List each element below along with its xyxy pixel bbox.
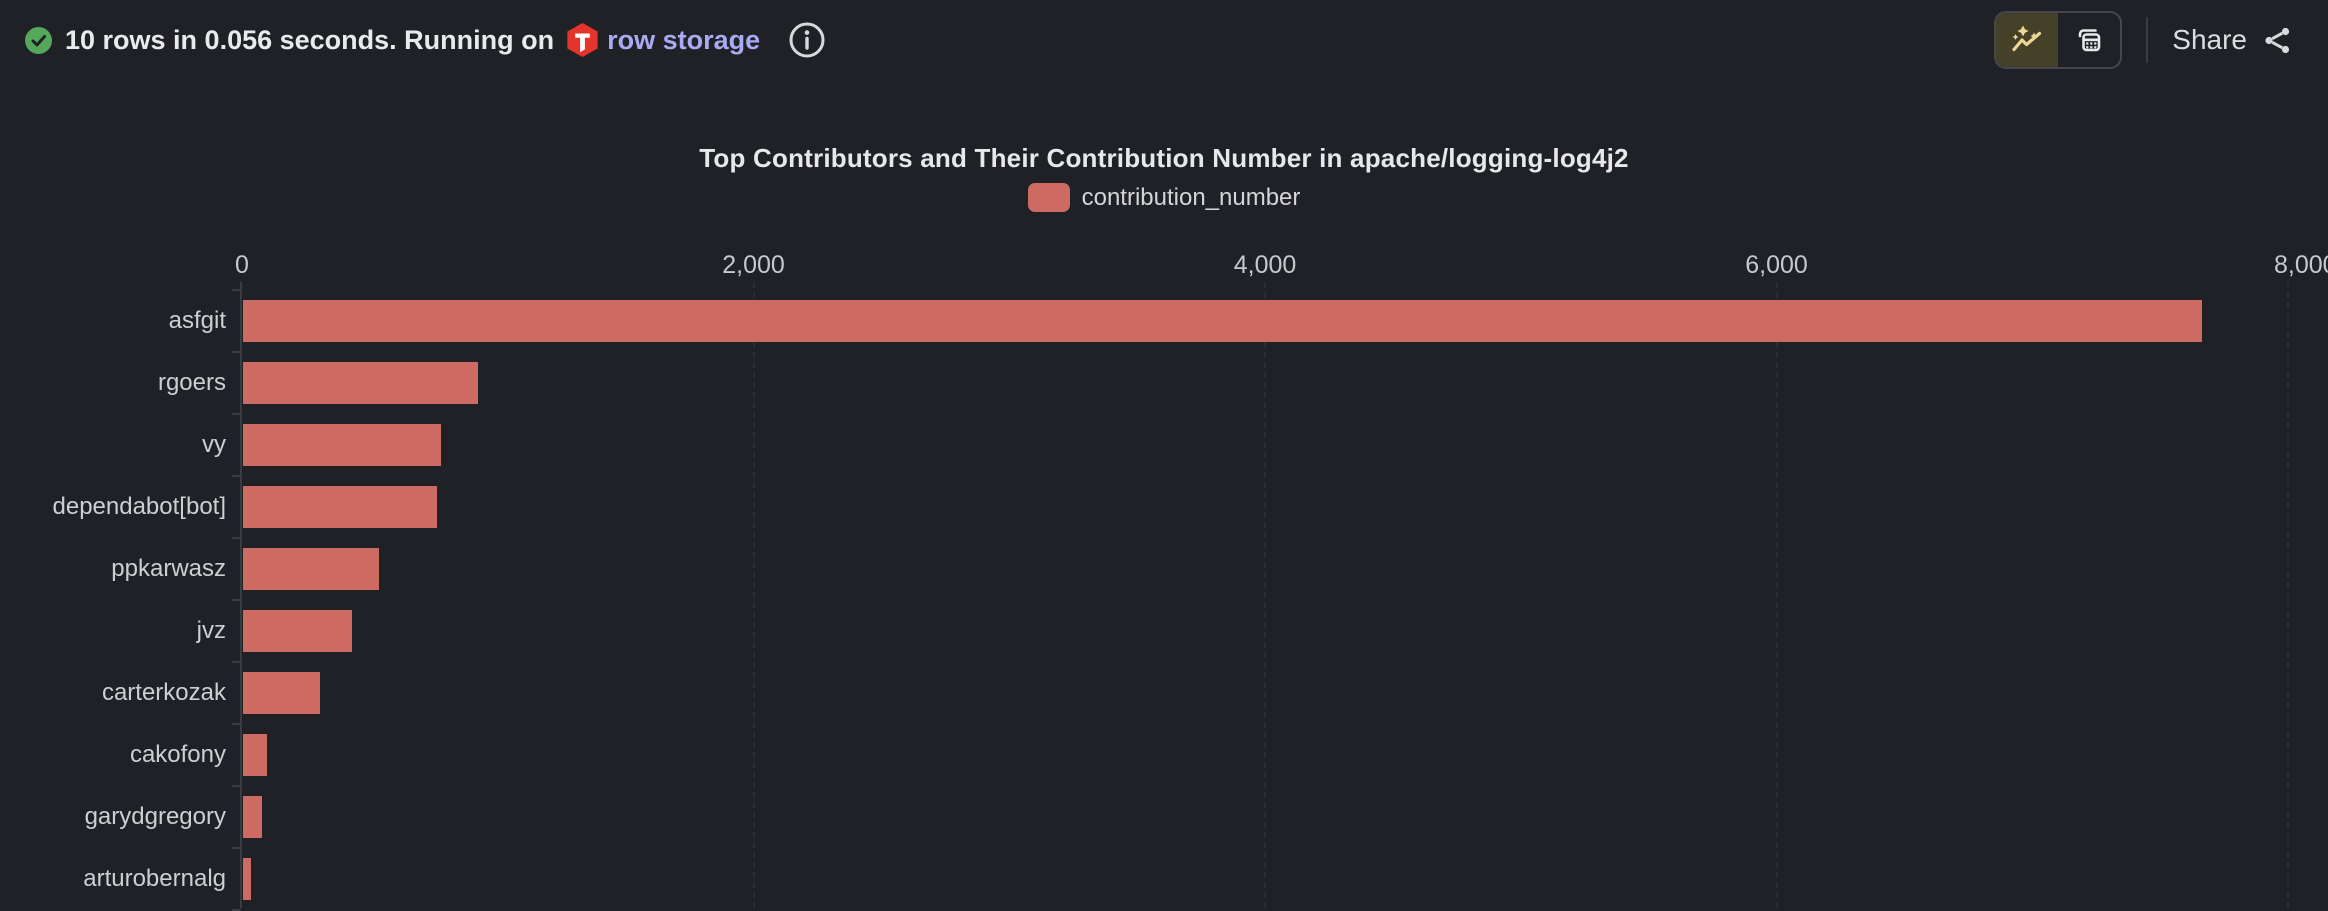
table-view-button[interactable] [2058,13,2120,67]
legend-swatch [1027,183,1070,212]
y-axis-category-label: ppkarwasz [111,555,226,582]
x-axis-tick-label: 6,000 [1745,251,1808,279]
bar-arturobernalg[interactable] [243,858,251,900]
share-button[interactable]: Share [2172,23,2294,57]
bar-vy[interactable] [243,424,441,466]
y-axis-tick [232,351,241,353]
bar-jvz[interactable] [243,610,352,652]
bar-dependabot-bot-[interactable] [243,486,437,528]
x-axis-tick-label: 2,000 [722,251,785,279]
y-axis-category-label: arturobernalg [83,865,226,892]
y-axis-category-label: jvz [196,617,226,644]
x-axis-tick-label: 0 [235,251,249,279]
table-icon [2073,24,2105,56]
result-header: 10 rows in 0.056 seconds. Running on row… [0,0,2328,80]
share-button-label: Share [2172,24,2247,55]
bar-cakofony[interactable] [243,734,267,776]
x-gridline [2287,282,2289,908]
y-axis-category-label: garydgregory [84,803,226,830]
legend-label: contribution_number [1081,183,1301,211]
x-gridline [1264,282,1266,908]
y-axis-tick [232,413,241,415]
y-axis-tick [232,475,241,477]
tidb-logo-icon [567,23,598,57]
query-status: 10 rows in 0.056 seconds. Running on row… [25,21,826,59]
sparkle-chart-icon [2011,24,2043,56]
y-axis-tick [232,661,241,663]
y-axis-line [240,282,242,908]
y-axis-category-label: dependabot[bot] [52,493,227,520]
x-axis-tick-label: 8,000 [2274,251,2328,279]
y-axis-category-label: asfgit [168,307,226,334]
y-axis-tick [232,847,241,849]
y-axis-tick [232,289,241,291]
view-toggle-group [1994,11,2123,69]
y-axis-category-label: rgoers [157,369,226,396]
engine-link[interactable]: row storage [607,24,761,55]
x-gridline [752,282,755,908]
bar-ppkarwasz[interactable] [243,548,379,590]
bar-garydgregory[interactable] [243,796,262,838]
share-icon [2260,23,2294,57]
x-gridline [1775,282,1778,908]
bar-rgoers[interactable] [243,362,478,404]
y-axis-tick [232,599,241,601]
info-icon [788,21,826,59]
y-axis-category-label: vy [202,431,226,458]
bar-asfgit[interactable] [243,300,2202,342]
bar-carterkozak[interactable] [243,672,320,714]
info-button[interactable] [788,21,826,59]
check-circle-icon [25,26,52,54]
y-axis-tick [232,537,241,539]
toolbar-divider [2146,17,2149,63]
chart-title: Top Contributors and Their Contribution … [699,143,1629,173]
status-text: 10 rows in 0.056 seconds. Running on [65,24,555,55]
legend-item[interactable]: contribution_number [0,183,2328,212]
y-axis-category-label: carterkozak [101,679,226,706]
y-axis-tick [232,785,241,787]
y-axis-tick [232,723,241,725]
header-toolbar: Share [1994,11,2294,69]
x-axis-tick-label: 4,000 [1233,251,1297,279]
y-axis-category-label: cakofony [129,741,226,768]
chart-view-button[interactable] [1996,13,2059,67]
